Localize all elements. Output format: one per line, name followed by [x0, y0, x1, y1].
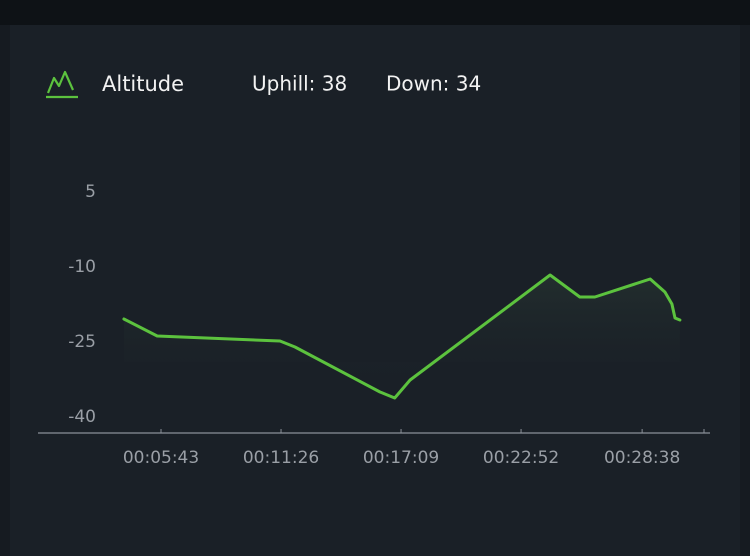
area-fill — [123, 275, 680, 398]
y-tick-label: -40 — [68, 407, 96, 427]
x-tick-label: 00:28:38 — [604, 448, 680, 468]
y-tick-label: -10 — [68, 257, 96, 277]
altitude-line — [122, 273, 682, 400]
x-tick-label: 00:22:52 — [483, 448, 559, 468]
down: Down: 34 — [386, 72, 481, 96]
x-tick-label: 00:05:43 — [123, 448, 199, 468]
x-tick-label: 00:11:26 — [243, 448, 319, 468]
altitude-icon — [46, 70, 78, 99]
y-tick-label: -25 — [68, 332, 96, 352]
y-tick-label: 5 — [85, 182, 96, 202]
top-bar — [0, 0, 750, 25]
title: Altitude — [102, 72, 184, 96]
x-tick-label: 00:17:09 — [363, 448, 439, 468]
uphill: Uphill: 38 — [252, 72, 347, 96]
